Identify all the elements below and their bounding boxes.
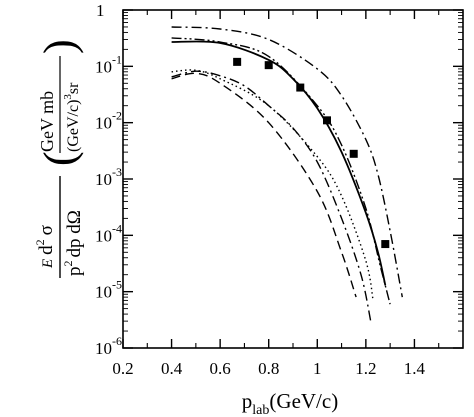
- curve-dash-dot-1: [171, 26, 403, 298]
- curves: [171, 26, 403, 322]
- plot-frame: [122, 9, 464, 349]
- x-tick-label: 0.6: [210, 359, 231, 378]
- curve-dotted-4: [171, 69, 374, 301]
- x-tick-label: 0.8: [258, 359, 279, 378]
- x-axis-title: plab(GeV/c): [242, 389, 338, 417]
- x-axis-title-sub: lab: [252, 403, 269, 417]
- x-tick-label: 1.2: [355, 359, 376, 378]
- y-axis-title-sigma: σ: [36, 225, 57, 235]
- curve-dash-dot-dot-3: [171, 37, 391, 305]
- data-point-marker: [233, 57, 242, 66]
- y-axis-title-d: d: [36, 245, 57, 255]
- y-tick-label: 10-4: [95, 221, 122, 245]
- y-tick-label: 10-2: [95, 109, 122, 133]
- y-axis-title-d-exp: 2: [33, 239, 47, 245]
- x-tick-label: 0.2: [112, 359, 133, 378]
- data-point-marker: [264, 61, 273, 70]
- y-axis-title-denominator: p2 dp dΩ: [61, 210, 85, 276]
- data-markers: [233, 57, 390, 249]
- x-tick-label: 1: [313, 359, 322, 378]
- y-tick-label: 10-6: [95, 334, 122, 358]
- y-axis-title-numerator: Ed2 σ: [33, 225, 57, 269]
- y-axis-title-close-paren: ): [35, 39, 84, 54]
- ticks: 0.2 0.4 0.6 0.8 1 1.2 1.4 1 10-1 10-2 10-3 10-4 10-5…: [95, 1, 463, 378]
- y-tick-label: 10-5: [95, 278, 122, 302]
- y-axis-title-unit-den-exp: 3: [62, 94, 74, 100]
- data-point-marker: [381, 240, 390, 249]
- y-tick-label: 1: [96, 1, 105, 20]
- y-axis-title-unit-numerator: GeV mb: [37, 91, 57, 152]
- curve-dash-dot-5: [171, 70, 372, 322]
- curve-dashed-6: [171, 72, 357, 298]
- y-tick-label: 10-1: [95, 52, 122, 76]
- y-tick-label: 10-3: [95, 165, 122, 189]
- data-point-marker: [323, 116, 331, 125]
- y-axis-title-dpdomega: dp dΩ: [64, 210, 85, 257]
- y-axis-title-unit-denominator: (GeV/c)3sr: [62, 82, 82, 152]
- x-axis-title-main: p: [242, 389, 253, 413]
- y-axis-title-open-paren: (: [35, 151, 84, 166]
- y-axis-title-e: E: [40, 259, 56, 269]
- data-point-marker: [296, 83, 305, 92]
- data-point-marker: [349, 149, 358, 158]
- y-axis-title-p-exp: 2: [61, 261, 75, 267]
- y-axis-title-unit-den-rest: sr: [65, 82, 82, 94]
- curve-solid-2: [171, 40, 387, 286]
- x-axis-title-unit: (GeV/c): [269, 389, 338, 413]
- y-axis-title-p: p: [64, 267, 85, 277]
- y-axis-title-unit-den-base: (GeV/c): [65, 100, 82, 152]
- x-tick-label: 0.4: [161, 359, 183, 378]
- x-tick-label: 1.4: [404, 359, 426, 378]
- y-axis-title: Ed2σ p2dp dΩ ( GeV mb (GeV/c)3sr ): [33, 39, 85, 278]
